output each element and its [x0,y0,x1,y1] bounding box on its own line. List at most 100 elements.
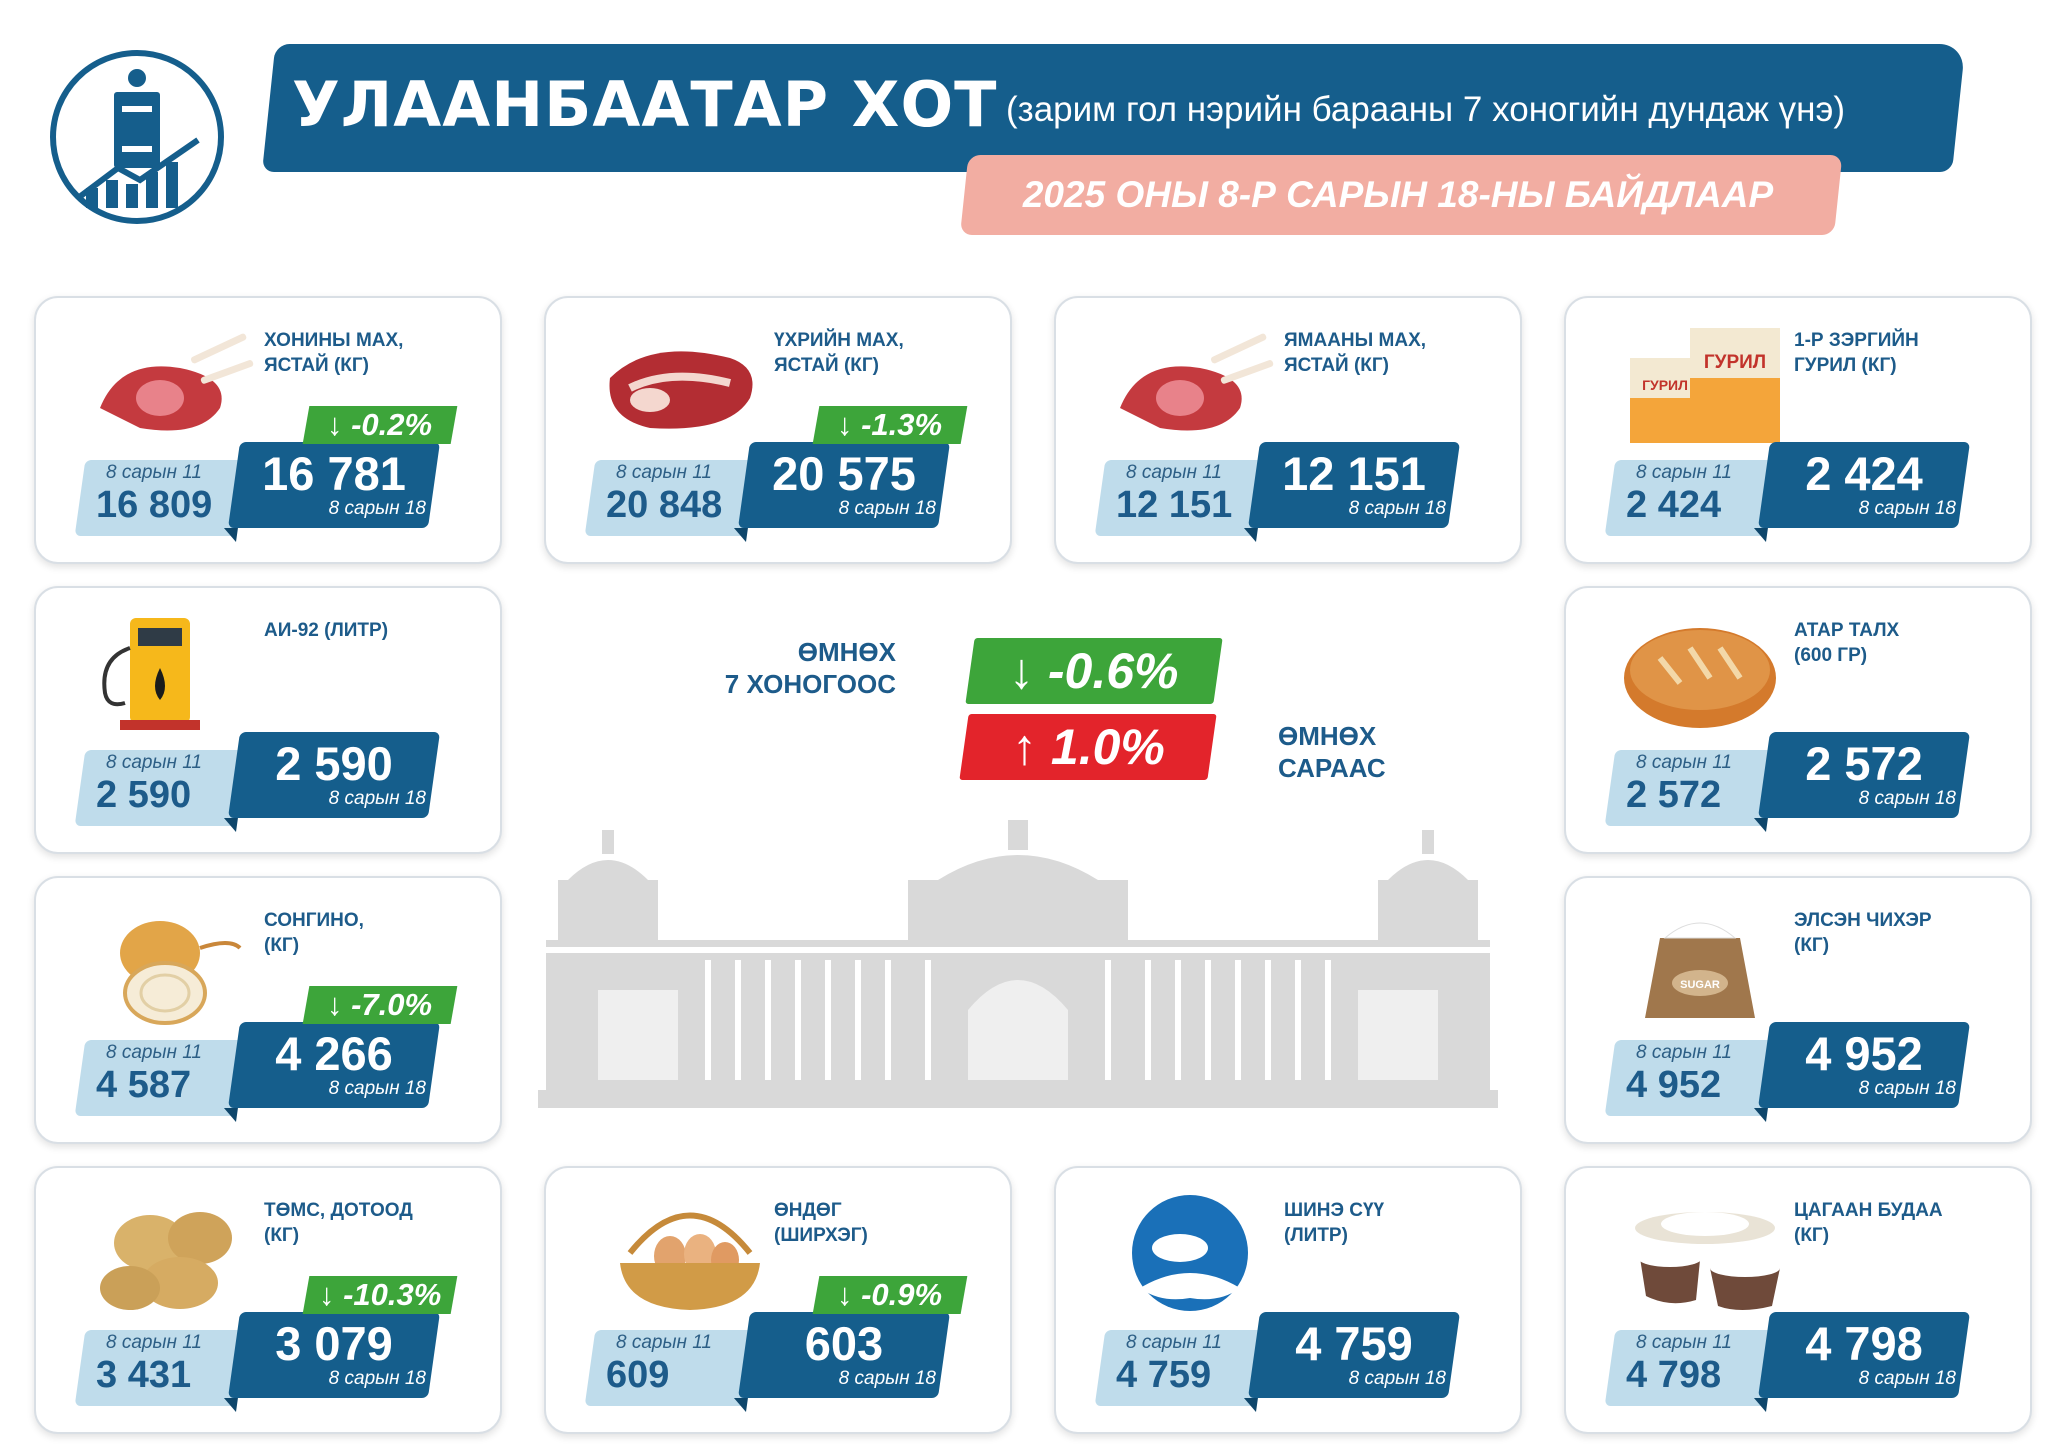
week-change-badge: ↓ -0.6% [965,638,1223,704]
week-change-label: ӨМНӨХ 7 ХОНОГООС [700,636,896,700]
previous-date-label: 8 сарын 11 [1636,1042,1732,1063]
svg-text:ГУРИЛ: ГУРИЛ [1642,377,1688,393]
price-card: ШИНЭ СҮҮ (ЛИТР) 8 сарын 11 4 759 4 759 8 сар… [1054,1166,1522,1434]
item-name: ӨНДӨГ (ШИРХЭГ) [774,1200,868,1246]
current-date-label: 8 сарын 18 [1858,1078,1956,1099]
price-card: АИ-92 (ЛИТР) 8 сарын 11 2 590 2 590 8 сарын … [34,586,502,854]
sugar-sack-icon: SUGAR [1610,898,1800,1028]
milk-icon [1100,1188,1290,1318]
change-badge: ↓ -10.3% [302,1276,458,1314]
page-subtitle: (зарим гол нэрийн барааны 7 хоногийн дун… [1006,90,1846,129]
current-price: 20 575 [772,447,916,500]
previous-date-label: 8 сарын 11 [106,752,202,773]
current-date-label: 8 сарын 18 [1858,1368,1956,1389]
price-card: ҮХРИЙН МАХ, ЯСТАЙ (КГ) 8 сарын 11 20 848 20… [544,296,1012,564]
current-date-label: 8 сарын 18 [1858,498,1956,519]
previous-date-label: 8 сарын 11 [106,462,202,483]
current-date-label: 8 сарын 18 [328,788,426,809]
onion-icon [80,898,270,1028]
current-date-label: 8 сарын 18 [328,1078,426,1099]
change-badge: ↓ -0.9% [812,1276,968,1314]
flour-icon: ГУРИЛ ГУРИЛ [1610,318,1800,448]
change-value: ↓ -10.3% [318,1277,442,1312]
item-name: АТАР ТАЛХ (600 ГР) [1794,620,1900,666]
price-card: СОНГИНО, (КГ) 8 сарын 11 4 587 4 266 8 сарын… [34,876,502,1144]
item-name: 1-Р ЗЭРГИЙН ГУРИЛ (КГ) [1794,330,1919,376]
price-card: АТАР ТАЛХ (600 ГР) 8 сарын 11 2 572 2 572 8 … [1564,586,2032,854]
svg-text:SUGAR: SUGAR [1680,979,1720,991]
change-value: ↓ -1.3% [837,407,943,442]
previous-price: 4 759 [1116,1354,1212,1396]
current-date-label: 8 сарын 18 [1348,1368,1446,1389]
change-value: ↓ -0.9% [837,1277,943,1312]
previous-price: 4 587 [96,1064,192,1106]
current-price: 12 151 [1282,447,1426,500]
government-palace-icon [538,820,1498,1108]
month-change-value: ↑ 1.0% [1011,719,1165,775]
price-card: ХОНИНЫ МАХ, ЯСТАЙ (КГ) 8 сарын 11 16 809 16… [34,296,502,564]
previous-date-label: 8 сарын 11 [106,1042,202,1063]
goat-meat-icon [1100,318,1290,448]
egg-basket-icon [590,1188,780,1318]
previous-date-label: 8 сарын 11 [616,462,712,483]
potato-icon [80,1188,270,1318]
previous-date-label: 8 сарын 11 [1126,1332,1222,1353]
previous-price: 2 590 [96,774,192,816]
date-label: 2025 ОНЫ 8-Р САРЫН 18-НЫ БАЙДЛААР [1022,174,1774,215]
current-price: 4 266 [275,1027,393,1080]
fuel-pump-icon [80,608,270,738]
current-price: 16 781 [262,447,406,500]
item-name: ТӨМС, ДОТООД (КГ) [264,1200,413,1246]
previous-price: 16 809 [96,484,213,526]
current-price: 2 424 [1805,447,1923,500]
current-date-label: 8 сарын 18 [1348,498,1446,519]
change-badge: ↓ -0.2% [302,406,458,444]
price-card: ЯМААНЫ МАХ, ЯСТАЙ (КГ) 8 сарын 11 12 151 12… [1054,296,1522,564]
price-card: ТӨМС, ДОТООД (КГ) 8 сарын 11 3 431 3 079 8 с… [34,1166,502,1434]
item-name: ЦАГААН БУДАА (КГ) [1794,1200,1943,1246]
item-name: АИ-92 (ЛИТР) [264,620,389,641]
svg-text:ГУРИЛ: ГУРИЛ [1704,352,1766,373]
page-title: УЛААНБААТАР ХОТ [292,68,998,141]
month-change-badge: ↑ 1.0% [959,714,1217,780]
price-card: ЦАГААН БУДАА (КГ) 8 сарын 11 4 798 4 798 8 с… [1564,1166,2032,1434]
previous-date-label: 8 сарын 11 [1636,462,1732,483]
current-date-label: 8 сарын 18 [838,1368,936,1389]
rice-bowl-icon [1610,1188,1800,1318]
previous-date-label: 8 сарын 11 [106,1332,202,1353]
month-change-label: ӨМНӨХ САРААС [1278,720,1478,784]
item-name: ЯМААНЫ МАХ, ЯСТАЙ (КГ) [1284,330,1427,376]
week-label-line1: ӨМНӨХ [797,637,896,667]
previous-price: 4 952 [1626,1064,1722,1106]
previous-price: 2 424 [1626,484,1722,526]
previous-date-label: 8 сарын 11 [1126,462,1222,483]
price-card: ӨНДӨГ (ШИРХЭГ) 8 сарын 11 609 603 8 сарын 18… [544,1166,1012,1434]
current-price: 2 572 [1805,737,1923,790]
change-value: ↓ -7.0% [327,987,433,1022]
week-change-value: ↓ -0.6% [1009,643,1179,699]
bread-icon [1610,608,1800,738]
current-date-label: 8 сарын 18 [328,1368,426,1389]
current-date-label: 8 сарын 18 [328,498,426,519]
item-name: СОНГИНО, (КГ) [264,910,364,956]
current-date-label: 8 сарын 18 [1858,788,1956,809]
previous-date-label: 8 сарын 11 [1636,752,1732,773]
previous-price: 20 848 [606,484,723,526]
item-name: ҮХРИЙН МАХ, ЯСТАЙ (КГ) [774,330,904,376]
previous-price: 3 431 [96,1354,192,1396]
current-price: 3 079 [275,1317,393,1370]
month-label-line1: ӨМНӨХ [1278,721,1377,751]
change-badge: ↓ -7.0% [302,986,458,1024]
previous-date-label: 8 сарын 11 [1636,1332,1732,1353]
current-price: 2 590 [275,737,393,790]
previous-price: 609 [606,1354,670,1396]
change-badge: ↓ -1.3% [812,406,968,444]
previous-price: 12 151 [1116,484,1233,526]
current-price: 4 798 [1805,1317,1923,1370]
mutton-icon [80,318,270,448]
current-price: 4 952 [1805,1027,1923,1080]
previous-price: 4 798 [1626,1354,1722,1396]
previous-date-label: 8 сарын 11 [616,1332,712,1353]
soyombo-logo-icon [50,50,224,224]
change-value: ↓ -0.2% [327,407,433,442]
